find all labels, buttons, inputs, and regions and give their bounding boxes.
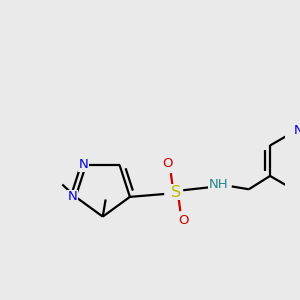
Text: S: S: [170, 184, 181, 200]
Text: N: N: [68, 190, 78, 203]
Text: O: O: [163, 157, 173, 170]
Text: N: N: [293, 124, 300, 137]
Text: N: N: [78, 158, 88, 172]
Text: NH: NH: [208, 178, 228, 191]
Text: O: O: [178, 214, 188, 227]
